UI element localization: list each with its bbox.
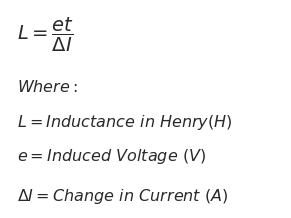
Text: $L = \dfrac{et}{\Delta I}$: $L = \dfrac{et}{\Delta I}$ [17,16,74,54]
Text: $L = Inductance\ in\ Henry(H)$: $L = Inductance\ in\ Henry(H)$ [17,112,233,132]
Text: $\Delta I = Change\ in\ Current\ (A)$: $\Delta I = Change\ in\ Current\ (A)$ [17,187,229,206]
Text: $Where:$: $Where:$ [17,79,78,95]
Text: $e = Induced\ Voltage\ (V)$: $e = Induced\ Voltage\ (V)$ [17,147,207,167]
